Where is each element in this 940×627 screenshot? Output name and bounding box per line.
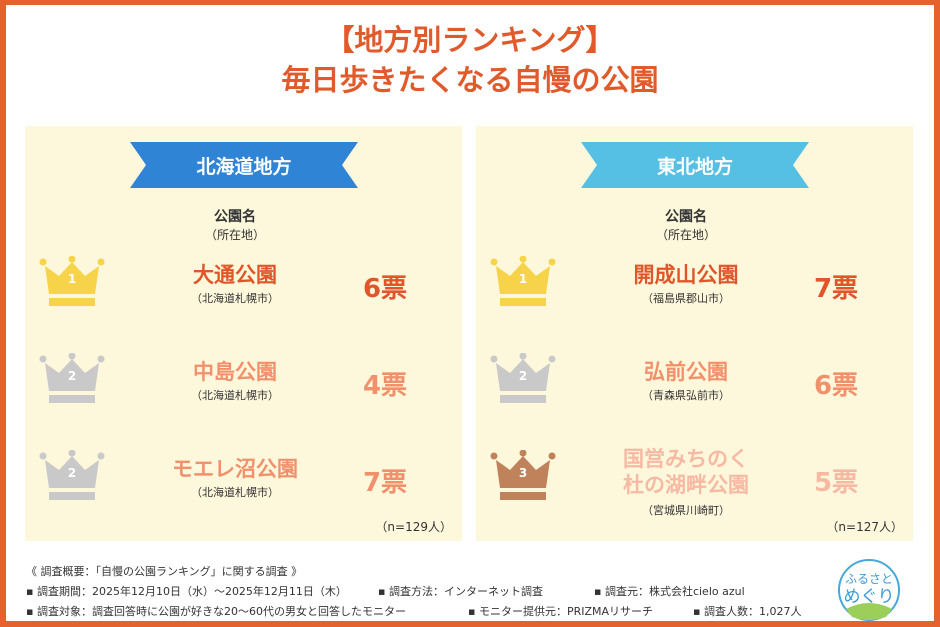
footer-target: ▪ 調査対象：調査回答時に公園が好きな20～60代の男女と回答したモニター <box>26 605 406 618</box>
sample-size: （n=129人） <box>375 520 452 534</box>
logo-text2: めぐり <box>844 587 895 607</box>
ranking-row: 1 大通公園 （北海道札幌市） 6票 <box>25 255 462 336</box>
ranking-row: 2 弘前公園 （青森県弘前市） 6票 <box>476 352 913 433</box>
header-name: 公園名 <box>214 209 256 225</box>
rank-number: 1 <box>67 272 77 286</box>
rank-crown-icon: 2 <box>39 352 105 407</box>
park-name: 開成山公園 <box>633 263 739 287</box>
region-panel: 北海道地方 公園名 （所在地） 1 大通公園 （北海道札幌市） 6票 2 中島公園… <box>25 126 462 541</box>
ranking-row: 2 中島公園 （北海道札幌市） 4票 <box>25 352 462 433</box>
furusato-meguri-logo: ふるさと めぐり <box>836 557 902 623</box>
footer-provider: ▪ モニター提供元：PRIZMAリサーチ <box>468 605 654 618</box>
rank-crown-icon: 3 <box>490 449 556 504</box>
park-location: （青森県弘前市） <box>642 389 730 402</box>
vote-count: 6票 <box>813 371 859 401</box>
footer-source: ▪ 調査元：株式会社cielo azul <box>594 585 745 598</box>
sample-size: （n=127人） <box>826 520 903 534</box>
vote-count: 7票 <box>813 274 859 304</box>
title-line1: 【地方別ランキング】 <box>325 23 615 57</box>
rank-number: 2 <box>67 466 77 480</box>
park-name: 大通公園 <box>193 263 277 287</box>
column-header: 公園名 （所在地） <box>626 208 746 244</box>
park-name: 弘前公園 <box>644 360 728 384</box>
rank-number: 2 <box>67 369 77 383</box>
park-location: （北海道札幌市） <box>191 389 279 402</box>
region-name: 北海道地方 <box>196 156 292 178</box>
footer-period: ▪ 調査期間：2025年12月10日（水）～2025年12月11日（木） <box>26 585 347 598</box>
vote-count: 5票 <box>813 468 859 498</box>
logo-text1: ふるさと <box>845 572 893 586</box>
rank-crown-icon: 1 <box>39 255 105 310</box>
header-location: （所在地） <box>655 228 716 242</box>
footer-method: ▪ 調査方法：インターネット調査 <box>378 585 543 598</box>
rank-crown-icon: 2 <box>39 449 105 504</box>
region-ribbon: 北海道地方 <box>130 142 358 188</box>
rank-number: 1 <box>518 272 528 286</box>
region-panel: 東北地方 公園名 （所在地） 1 開成山公園 （福島県郡山市） 7票 2 弘前公園… <box>476 126 913 541</box>
park-name: 国営みちのく 杜の湖畔公園 <box>623 447 749 497</box>
park-name: モエレ沼公園 <box>172 457 298 481</box>
ranking-row: 2 モエレ沼公園 （北海道札幌市） 7票 <box>25 449 462 530</box>
rank-crown-icon: 2 <box>490 352 556 407</box>
page-title: 【地方別ランキング】 毎日歩きたくなる自慢の公園 <box>0 20 940 100</box>
rank-crown-icon: 1 <box>490 255 556 310</box>
vote-count: 4票 <box>362 371 408 401</box>
region-ribbon: 東北地方 <box>581 142 809 188</box>
ranking-row: 3 国営みちのく 杜の湖畔公園 （宮城県川崎町） 5票 <box>476 447 913 530</box>
column-header: 公園名 （所在地） <box>175 208 295 244</box>
park-name: 中島公園 <box>193 360 277 384</box>
park-location: （北海道札幌市） <box>191 292 279 305</box>
vote-count: 7票 <box>362 468 408 498</box>
park-location: （福島県郡山市） <box>642 292 730 305</box>
ranking-row: 1 開成山公園 （福島県郡山市） 7票 <box>476 255 913 336</box>
rank-number: 2 <box>518 369 528 383</box>
park-location: （北海道札幌市） <box>191 486 279 499</box>
rank-number: 3 <box>518 466 528 480</box>
footer-summary: 《 調査概要：「自慢の公園ランキング」に関する調査 》 <box>26 565 303 578</box>
title-line2: 毎日歩きたくなる自慢の公園 <box>281 63 659 97</box>
footer-count: ▪ 調査人数：1,027人 <box>693 605 802 618</box>
vote-count: 6票 <box>362 274 408 304</box>
footer-row2: ▪ 調査対象：調査回答時に公園が好きな20～60代の男女と回答したモニター ▪ … <box>26 603 826 619</box>
park-location: （宮城県川崎町） <box>642 504 730 517</box>
header-location: （所在地） <box>204 228 265 242</box>
region-name: 東北地方 <box>656 156 733 178</box>
header-name: 公園名 <box>665 209 707 225</box>
footer-row1: ▪ 調査期間：2025年12月10日（水）～2025年12月11日（木） ▪ 調… <box>26 583 826 599</box>
